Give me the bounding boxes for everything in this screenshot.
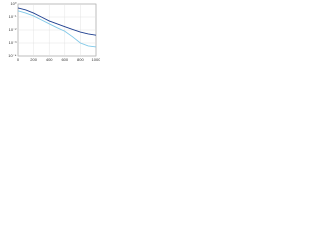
y-tick-label: 10⁻¹ — [9, 14, 18, 19]
x-tick-label: 200 — [30, 57, 37, 62]
line — [17, 7, 97, 36]
x-tick-label: 400 — [46, 57, 53, 62]
y-tick-label: 10⁻² — [9, 27, 18, 32]
x-tick-label: 600 — [61, 57, 68, 62]
x-tick-label: 0 — [17, 57, 20, 62]
y-tick-label: 10⁻⁴ — [8, 53, 17, 58]
chart: 10⁻⁴ 10⁻³ 10⁻² 10⁻¹ 10⁰ 0 200 400 600 800 1000 — [8, 1, 100, 62]
y-tick-label: 10⁰ — [10, 1, 16, 6]
y-tick-label: 10⁻³ — [9, 40, 18, 45]
x-tick-label: 1000 — [92, 57, 100, 62]
x-tick-label: 800 — [77, 57, 84, 62]
line — [17, 10, 97, 48]
